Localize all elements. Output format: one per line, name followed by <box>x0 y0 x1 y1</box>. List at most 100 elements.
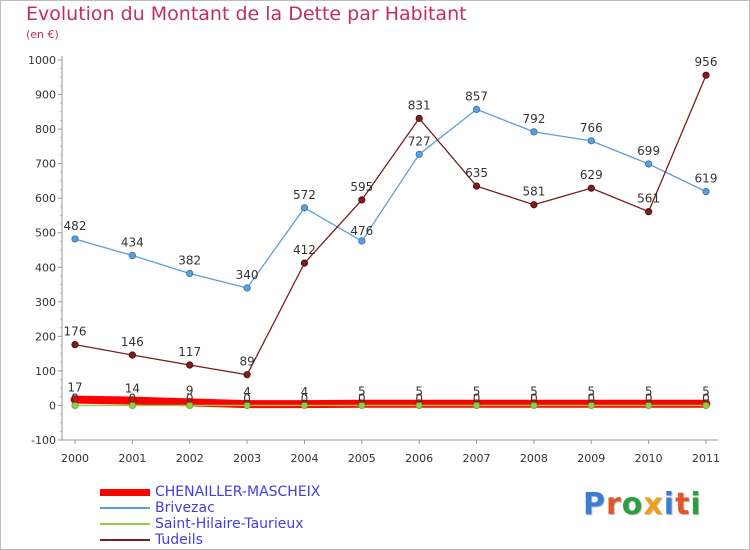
legend-label: Brivezac <box>155 500 215 516</box>
data-point <box>300 204 309 212</box>
x-tick-label: 2006 <box>405 452 433 465</box>
series-line <box>74 74 707 376</box>
data-label: 0 <box>243 391 251 405</box>
chart-subtitle: (en €) <box>26 28 59 41</box>
data-label: 0 <box>473 391 481 405</box>
data-label: 0 <box>129 391 137 405</box>
x-tick-label: 2004 <box>290 452 318 465</box>
data-point <box>243 401 251 410</box>
data-label: 5 <box>530 385 538 399</box>
data-point <box>243 284 251 292</box>
data-label: 581 <box>522 185 545 199</box>
logo-letter: o <box>621 487 644 522</box>
data-label: 561 <box>637 192 660 206</box>
data-label: 635 <box>465 166 488 180</box>
data-label: 857 <box>465 89 488 103</box>
series-layer <box>70 71 711 410</box>
data-label: 629 <box>580 168 603 182</box>
data-label: 434 <box>121 236 144 250</box>
y-tick-label: 700 <box>35 158 56 171</box>
data-point <box>358 237 366 245</box>
data-point <box>530 128 538 136</box>
x-tick-label: 2009 <box>577 452 605 465</box>
data-label: 5 <box>358 385 366 399</box>
y-tick-label: 500 <box>35 227 56 240</box>
logo-letter: i <box>690 487 702 522</box>
data-labels: 482 434 382 340 572 476 727 857 792 766 699 619 176 1… <box>64 55 718 405</box>
data-label: 9 <box>186 383 194 397</box>
x-tick-label: 2008 <box>520 452 548 465</box>
x-tick-label: 2001 <box>118 452 146 465</box>
data-label: 17 <box>67 381 82 395</box>
data-point <box>472 182 481 190</box>
data-label: 117 <box>178 345 201 359</box>
data-label: 956 <box>695 55 718 69</box>
data-point <box>186 269 194 278</box>
data-label: 0 <box>358 391 366 405</box>
legend-label: CHENAILLER-MASCHEIX <box>155 484 321 500</box>
data-label: 14 <box>125 382 140 396</box>
legend-swatch <box>100 523 150 525</box>
legend-label: Tudeils <box>155 532 203 548</box>
data-point <box>645 160 653 168</box>
data-point <box>472 105 481 114</box>
y-tick-label: 1000 <box>28 54 56 67</box>
data-point <box>415 401 423 410</box>
data-label: 699 <box>637 144 660 158</box>
data-label: 0 <box>186 391 194 405</box>
data-label: 4 <box>301 385 309 399</box>
data-label: 0 <box>530 391 538 405</box>
data-point <box>587 184 595 192</box>
data-label: 0 <box>301 391 309 405</box>
x-tick-label: 2007 <box>463 452 491 465</box>
data-point <box>71 401 79 410</box>
logo-letter: P <box>583 487 606 522</box>
y-tick-label: 0 <box>49 399 56 412</box>
data-point <box>186 361 194 369</box>
data-point <box>128 251 136 260</box>
data-point <box>415 150 423 158</box>
data-label: 5 <box>702 385 710 399</box>
y-tick-label: 300 <box>35 296 56 309</box>
data-label: 595 <box>350 180 373 194</box>
data-label: 766 <box>580 121 603 135</box>
data-label: 572 <box>293 188 316 202</box>
data-point <box>71 235 79 243</box>
proxiti-logo: Proxiti <box>583 487 702 522</box>
data-label: 0 <box>702 391 710 405</box>
data-label: 4 <box>243 385 251 399</box>
data-point <box>587 401 595 410</box>
data-point <box>358 401 366 410</box>
x-tick-label: 2011 <box>692 452 720 465</box>
data-label: 792 <box>522 112 545 126</box>
legend-swatch <box>100 539 150 541</box>
data-point <box>415 114 423 122</box>
data-point <box>128 401 136 410</box>
data-point <box>702 401 710 410</box>
y-tick-label: 100 <box>35 365 56 378</box>
data-label: 482 <box>64 219 87 233</box>
data-label: 727 <box>408 134 431 148</box>
data-label: 0 <box>71 391 79 405</box>
x-tick-label: 2005 <box>348 452 376 465</box>
data-label: 176 <box>64 325 87 339</box>
legend-label: Saint-Hilaire-Taurieux <box>155 516 304 532</box>
data-label: 146 <box>121 335 144 349</box>
data-label: 476 <box>350 224 373 238</box>
data-point <box>128 351 136 359</box>
data-point <box>358 196 366 204</box>
data-point <box>243 371 251 379</box>
data-label: 382 <box>178 253 201 267</box>
data-label: 412 <box>293 243 316 257</box>
data-point <box>645 401 653 410</box>
y-tick-label: 900 <box>35 89 56 102</box>
logo-letter: x <box>643 487 664 522</box>
data-label: 0 <box>587 391 595 405</box>
series-line <box>74 108 707 289</box>
data-point <box>472 401 481 410</box>
data-label: 5 <box>645 385 653 399</box>
data-point <box>530 401 538 410</box>
data-point <box>530 201 538 209</box>
